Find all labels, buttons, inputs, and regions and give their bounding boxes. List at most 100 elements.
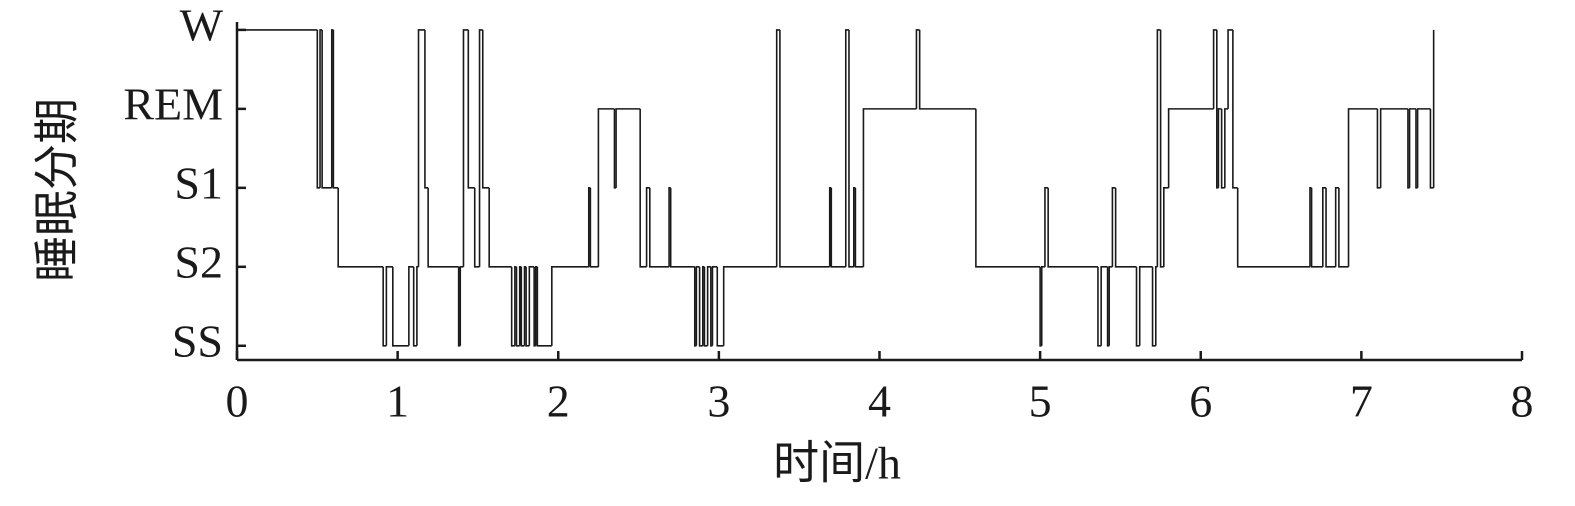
x-tick-label: 7 [1350, 376, 1373, 427]
hypnogram-step [716, 266, 724, 347]
hypnogram-step [1151, 266, 1156, 347]
hypnogram-step [779, 29, 830, 268]
hypnogram-step [649, 187, 670, 268]
hypnogram-step [645, 187, 650, 267]
hypnogram-step [427, 187, 459, 268]
hypnogram-step [915, 29, 920, 109]
hypnogram-step [467, 29, 475, 189]
hypnogram-step [416, 266, 419, 346]
hypnogram-step [473, 187, 480, 268]
hypnogram-step [337, 187, 384, 268]
hypnogram-step [1167, 108, 1214, 188]
y-tick-label: W [180, 0, 224, 50]
hypnogram-step [669, 187, 695, 268]
hypnogram-step [848, 29, 854, 268]
hypnogram-step [854, 187, 864, 268]
x-tick-label: 4 [868, 376, 891, 427]
hypnogram-step [597, 108, 615, 267]
hypnogram-step [488, 187, 512, 268]
hypnogram-step [615, 108, 641, 188]
hypnogram-step [1224, 108, 1229, 188]
hypnogram-step [462, 29, 469, 267]
y-axis-label: 睡眠分期 [32, 98, 83, 282]
y-tick-label: S2 [174, 236, 223, 287]
x-tick-label: 2 [547, 376, 570, 427]
hypnogram-step [382, 266, 387, 347]
hypnogram-step [1044, 187, 1049, 267]
hypnogram-step [481, 29, 490, 189]
hypnogram-step [706, 266, 711, 346]
hypnogram-step [1154, 266, 1158, 346]
hypnogram-step [1232, 29, 1238, 189]
hypnogram-step [1376, 108, 1381, 189]
hypnogram-step [1227, 29, 1233, 109]
hypnogram-step [1114, 187, 1137, 268]
y-tick-label: S1 [174, 157, 223, 208]
hypnogram-step [1220, 108, 1225, 189]
hypnogram-step [1347, 108, 1378, 267]
y-tick-label: REM [123, 78, 223, 129]
hypnogram-step [1135, 266, 1140, 347]
hypnogram-step [1159, 29, 1164, 268]
hypnogram-step [1047, 187, 1098, 268]
hypnogram-step [551, 266, 589, 346]
hypnogram-step [412, 266, 417, 347]
hypnogram-step [1334, 187, 1339, 267]
hypnogram-step [695, 266, 700, 346]
x-axis-label: 时间/h [773, 438, 901, 489]
hypnogram-step [1163, 187, 1169, 267]
hypnogram-step [775, 29, 780, 267]
hypnogram-step [918, 29, 976, 110]
hypnogram-step [478, 29, 483, 267]
hypnogram-step [321, 29, 332, 189]
x-tick-label: 1 [386, 376, 409, 427]
hypnogram-step [844, 29, 849, 267]
hypnogram-step [703, 266, 708, 347]
hypnogram-step [520, 266, 525, 347]
hypnogram-step [1416, 108, 1431, 188]
hypnogram-step [1040, 266, 1045, 346]
hypnogram-step [1212, 29, 1217, 109]
hypnogram-step [385, 266, 393, 346]
hypnogram-step [510, 266, 515, 347]
hypnogram-step [722, 266, 777, 346]
hypnogram-step [408, 266, 414, 346]
hypnogram-step [417, 29, 425, 267]
hypnogram-step [1325, 187, 1336, 268]
hypnogram-step [830, 187, 846, 268]
hypnogram-step [515, 266, 520, 347]
x-tick-label: 3 [707, 376, 730, 427]
hypnogram-step [332, 29, 339, 189]
hypnogram-step [1310, 187, 1323, 268]
hypnogram-step [1111, 187, 1116, 267]
x-tick-label: 0 [226, 376, 249, 427]
hypnogram-step [1097, 266, 1102, 347]
hypnogram-step [1236, 187, 1310, 268]
hypnogram-step [459, 266, 464, 346]
hypnogram-step [1100, 266, 1108, 346]
hypnogram-step [1138, 266, 1153, 346]
x-tick-label: 6 [1189, 376, 1212, 427]
hypnogram-step [862, 108, 917, 267]
hypnogram-step [711, 266, 718, 346]
hypnogram-step [1379, 108, 1408, 188]
hypnogram-step [1338, 187, 1349, 268]
hypnogram-step [698, 266, 703, 347]
hypnogram-step [525, 266, 530, 347]
y-tick-label: SS [172, 315, 223, 366]
hypnogram-step [392, 266, 409, 347]
hypnogram-step [1217, 108, 1222, 188]
hypnogram-step [589, 187, 599, 268]
hypnogram-step [1429, 108, 1434, 189]
hypnogram-step [1156, 29, 1161, 267]
hypnogram-step [424, 29, 429, 189]
hypnogram-step [536, 266, 552, 347]
hypnogram-step [1322, 187, 1327, 267]
hypnogram-step [1408, 108, 1416, 188]
hypnogram-step [975, 108, 1041, 268]
x-tick-label: 8 [1511, 376, 1534, 427]
hypnogram-step [316, 29, 321, 189]
hypnogram-step [1108, 266, 1113, 346]
x-tick-label: 5 [1029, 376, 1052, 427]
